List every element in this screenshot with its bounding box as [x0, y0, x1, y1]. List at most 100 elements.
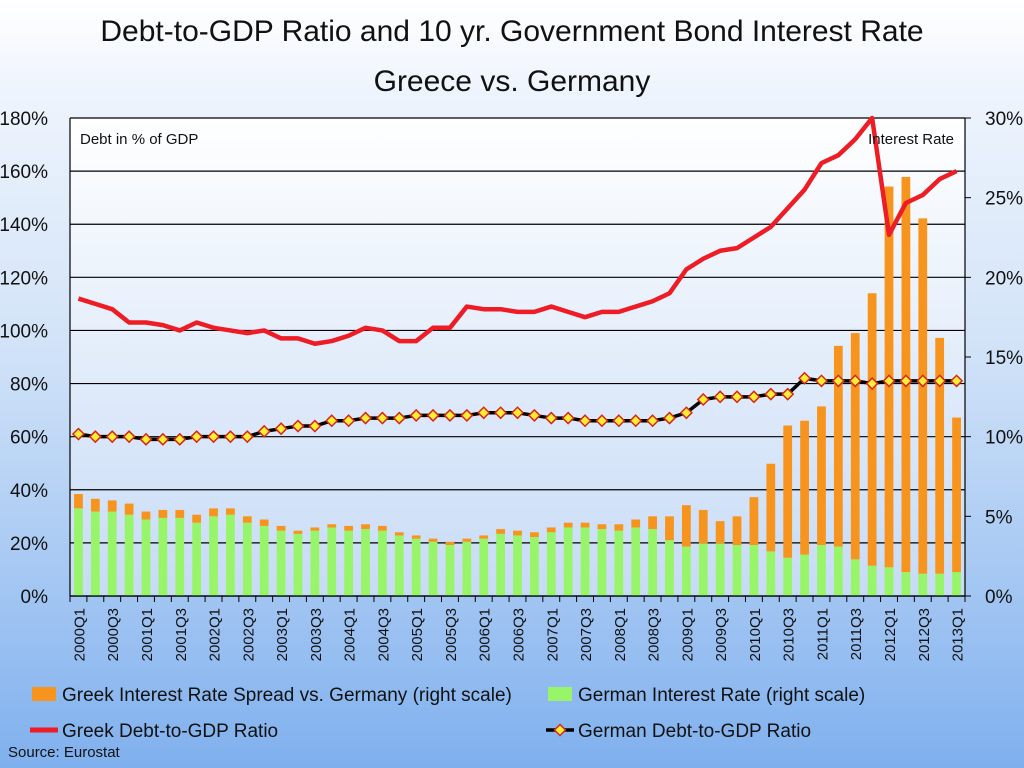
german-debt-marker: [443, 408, 457, 422]
greek-spread-bar: [124, 503, 134, 515]
german-debt-marker: [375, 411, 389, 425]
german-debt-marker: [409, 408, 423, 422]
german-debt-marker: [291, 419, 305, 433]
german-rate-bar: [479, 538, 489, 596]
x-tick-label: 2005Q3: [443, 608, 460, 661]
x-tick-label: 2010Q1: [747, 608, 764, 661]
german-rate-bar: [952, 572, 961, 596]
x-tick-label: 2010Q3: [781, 608, 798, 661]
german-rate-bar: [428, 541, 438, 596]
greek-spread-bar: [394, 532, 404, 536]
greek-spread-bar: [175, 509, 185, 518]
german-debt-marker: [679, 406, 693, 420]
german-debt-marker: [308, 419, 322, 433]
german-debt-marker: [156, 432, 170, 446]
german-rate-bar: [766, 551, 776, 596]
greek-debt-line: [77, 115, 958, 346]
x-tick-label: 2009Q1: [679, 608, 696, 661]
left-tick-label: 80%: [10, 375, 48, 396]
german-rate-bar: [259, 525, 269, 596]
german-rate-bar: [192, 522, 202, 596]
x-tick-label: 2003Q3: [308, 608, 325, 661]
german-rate-bar: [242, 522, 252, 596]
german-debt-marker: [257, 424, 271, 438]
greek-spread-bar: [648, 516, 657, 530]
german-debt-marker: [274, 422, 288, 436]
german-debt-marker: [206, 430, 221, 444]
german-debt-marker: [612, 414, 626, 428]
german-rate-bar: [344, 530, 354, 596]
german-debt-marker: [190, 430, 204, 444]
german-debt-marker: [358, 411, 373, 425]
german-rate-bar: [90, 511, 100, 596]
x-tick-label: 2011Q1: [814, 608, 831, 660]
greek-spread-bar: [867, 293, 877, 566]
greek-spread-bar: [749, 497, 759, 546]
german-debt-marker: [71, 427, 86, 441]
x-tick-label: 2004Q3: [375, 608, 392, 661]
x-tick-label: 2000Q3: [105, 608, 122, 661]
left-tick-label: 120%: [0, 268, 48, 289]
german-rate-bar: [226, 514, 235, 596]
left-tick-label: 40%: [10, 481, 48, 502]
german-rate-bar: [850, 559, 860, 596]
german-rate-bar: [107, 511, 117, 596]
greek-spread-bar: [226, 508, 235, 515]
german-rate-bar: [293, 533, 303, 596]
german-debt-marker: [510, 406, 525, 420]
greek-spread-bar: [496, 529, 506, 534]
german-rate-bar: [935, 573, 945, 596]
x-tick-label: 2006Q3: [511, 608, 528, 661]
german-rate-bar: [124, 514, 134, 596]
greek-spread-bar: [580, 522, 590, 528]
greek-spread-bar: [529, 532, 539, 538]
right-tick-label: 30%: [985, 109, 1023, 130]
legend: Greek Interest Rate Spread vs. Germany (…: [30, 685, 865, 742]
greek-spread-bar: [614, 524, 624, 531]
german-rate-bar: [158, 517, 168, 596]
greek-spread-bar: [783, 425, 793, 558]
greek-spread-bar: [698, 509, 708, 544]
x-tick-label: 2000Q1: [71, 608, 88, 661]
german-debt-marker: [426, 408, 440, 422]
german-rate-bar: [580, 527, 590, 596]
axes: [69, 117, 971, 602]
greek-spread-bar: [192, 514, 202, 523]
german-debt-marker: [629, 414, 643, 428]
legend-swatch: [548, 687, 572, 701]
greek-spread-bar: [563, 522, 573, 528]
greek-spread-bar: [141, 511, 151, 520]
greek-spread-bar: [597, 524, 607, 530]
greek-spread-bar: [800, 420, 809, 555]
x-tick-label: 2001Q3: [173, 608, 190, 661]
greek-spread-bar: [952, 417, 961, 573]
greek-spread-bar: [276, 525, 286, 531]
german-rate-bar: [141, 519, 151, 596]
german-rate-bar: [276, 530, 286, 596]
legend-label: Greek Debt-to-GDP Ratio: [62, 721, 278, 742]
german-rate-bar: [884, 567, 894, 596]
greek-spread-bar: [513, 530, 522, 536]
x-tick-label: 2008Q1: [612, 608, 629, 661]
left-axis-title: Debt in % of GDP: [80, 131, 198, 148]
german-rate-bar: [310, 530, 320, 596]
x-tick-label: 2001Q1: [139, 608, 156, 661]
german-debt-marker: [494, 406, 508, 420]
german-debt-marker: [646, 414, 660, 428]
legend-label: German Debt-to-GDP Ratio: [578, 721, 811, 742]
german-debt-marker: [814, 374, 829, 388]
right-tick-label: 5%: [985, 507, 1013, 528]
left-tick-label: 100%: [0, 321, 48, 342]
german-debt-marker: [916, 374, 930, 388]
german-debt-marker: [595, 414, 609, 428]
german-rate-bar: [732, 545, 742, 596]
german-debt-marker: [578, 414, 592, 428]
german-rate-bar: [631, 527, 641, 596]
german-debt-marker: [392, 411, 406, 425]
german-rate-bar: [614, 530, 624, 596]
plot-background: [70, 118, 965, 596]
german-debt-marker: [764, 387, 778, 401]
german-debt-marker: [544, 411, 558, 425]
right-tick-label: 0%: [985, 587, 1013, 608]
german-rate-bar: [529, 537, 539, 596]
